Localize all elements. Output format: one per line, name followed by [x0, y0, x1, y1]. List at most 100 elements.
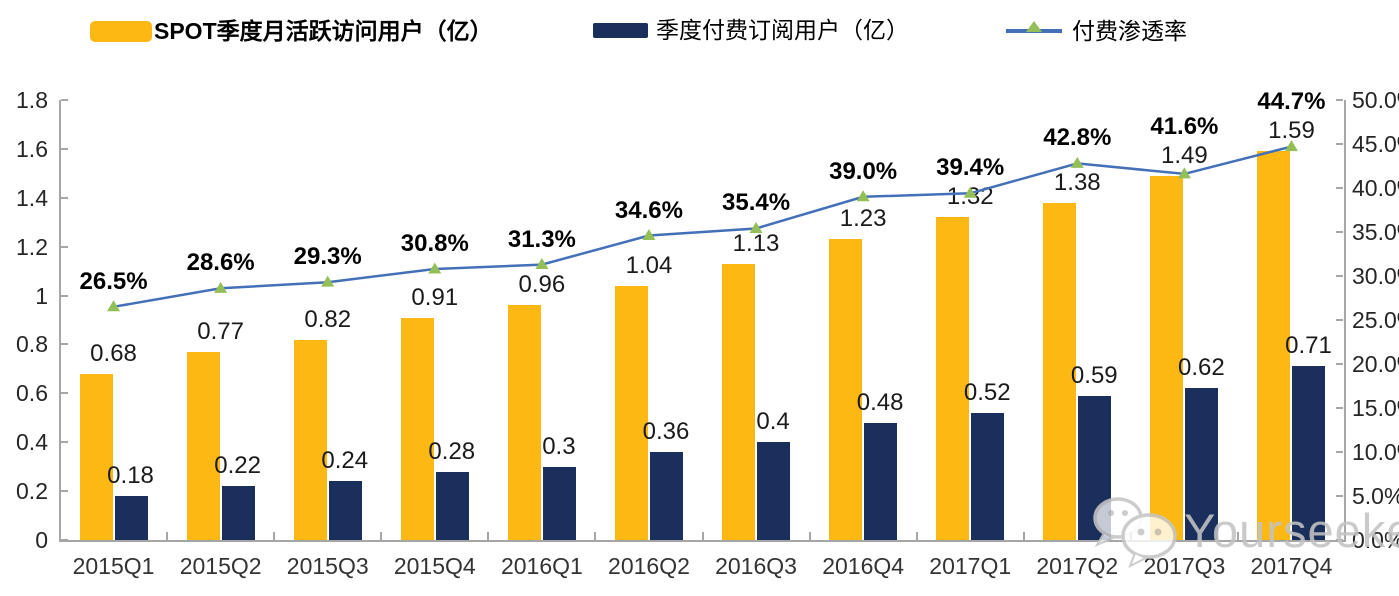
legend-item-subscribers: 季度付费订阅用户（亿） [593, 17, 909, 43]
x-tick-label: 2015Q3 [286, 553, 369, 579]
sub-value-label: 0.36 [642, 418, 690, 445]
x-axis-tick [1344, 532, 1346, 540]
pct-value-label: 28.6% [186, 249, 255, 277]
pct-value-label: 35.4% [722, 189, 791, 217]
mau-bar [186, 351, 220, 540]
x-axis [59, 540, 1346, 542]
left-axis-tick-label: 0.2 [16, 478, 48, 505]
x-tick-label: 2016Q2 [608, 553, 690, 579]
sub-value-label: 0.62 [1178, 354, 1225, 382]
right-axis-tick [1336, 319, 1343, 321]
left-axis-tick [61, 490, 68, 493]
mau-legend-label: SPOT季度月活跃访问用户（亿） [154, 18, 493, 44]
x-axis-tick [273, 532, 276, 540]
sub-value-label: 0.59 [1070, 361, 1118, 389]
sub-bar [757, 442, 791, 540]
right-axis-tick-label: 35.0% [1352, 219, 1399, 245]
pct-value-label: 42.8% [1043, 124, 1112, 152]
x-tick-label: 2016Q3 [715, 553, 797, 579]
left-axis-tick [61, 441, 68, 444]
right-axis-tick [1336, 407, 1343, 409]
x-axis-tick [701, 532, 704, 540]
pct-value-label: 39.0% [829, 157, 898, 185]
right-axis-tick-label: 25.0% [1352, 307, 1399, 333]
watermark: Yourseeker [1088, 492, 1399, 568]
x-tick-label: 2015Q1 [72, 553, 155, 579]
sub-value-label: 0.71 [1285, 332, 1332, 360]
pct-value-label: 39.4% [936, 154, 1005, 182]
left-axis-tick-label: 0 [35, 527, 48, 553]
left-axis-tick-label: 1 [35, 282, 48, 309]
pct-value-label: 44.7% [1257, 88, 1326, 116]
mau-bar [614, 285, 648, 540]
right-axis-tick [1336, 187, 1343, 189]
x-axis-tick [166, 532, 169, 540]
right-axis-tick [1336, 539, 1343, 541]
sub-bar [114, 496, 148, 540]
left-axis-tick-label: 1.8 [16, 87, 48, 113]
pct-value-label: 29.3% [293, 243, 362, 271]
mau-value-label: 1.59 [1268, 117, 1315, 145]
mau-value-label: 1.32 [946, 183, 994, 211]
mau-value-label: 0.91 [411, 283, 459, 311]
x-axis-tick [59, 532, 61, 540]
triangle-marker-icon [1026, 21, 1042, 32]
legend-item-penetration: 付费渗透率 [1006, 18, 1187, 44]
right-axis-tick [1336, 99, 1343, 101]
subscribers-legend-label: 季度付费订阅用户（亿） [656, 17, 909, 43]
right-axis [1344, 100, 1346, 542]
left-axis-tick [61, 539, 68, 541]
sub-value-label: 0.24 [321, 447, 369, 475]
right-axis-tick-label: 50.0% [1352, 87, 1399, 113]
sub-value-label: 0.3 [542, 432, 576, 460]
x-tick-label: 2015Q2 [179, 553, 262, 579]
x-tick-label: 2016Q1 [500, 553, 583, 579]
sub-value-label: 0.22 [214, 452, 261, 480]
legend-item-mau: SPOT季度月活跃访问用户（亿） [90, 18, 493, 44]
right-axis-tick-label: 45.0% [1352, 131, 1399, 157]
pct-value-label: 34.6% [614, 196, 683, 224]
sub-bar [328, 481, 362, 540]
right-axis-tick [1336, 363, 1343, 365]
x-tick-label: 2017Q1 [929, 553, 1012, 579]
right-axis-tick [1336, 495, 1343, 497]
left-axis-tick [61, 147, 68, 150]
right-axis-tick-label: 10.0% [1352, 439, 1399, 465]
right-axis-tick-label: 5.0% [1352, 483, 1399, 509]
x-tick-label: 2017Q2 [1036, 553, 1119, 579]
mau-bar [507, 305, 541, 540]
sub-bar [864, 422, 898, 540]
left-axis-tick [61, 245, 68, 248]
left-axis-tick [61, 294, 68, 297]
left-axis-tick-label: 0.8 [16, 331, 48, 358]
x-axis-tick [487, 532, 490, 540]
sub-bar [971, 412, 1005, 540]
x-axis-tick [915, 532, 918, 540]
pct-value-label: 41.6% [1150, 112, 1219, 140]
right-axis-tick-label: 20.0% [1352, 351, 1399, 377]
right-axis-tick-label: 30.0% [1352, 263, 1399, 289]
x-tick-label: 2015Q4 [393, 553, 476, 579]
sub-value-label: 0.48 [856, 388, 904, 416]
sub-bar [1292, 366, 1326, 540]
subscribers-legend-swatch [593, 22, 648, 38]
mau-value-label: 1.23 [839, 205, 887, 233]
left-axis [59, 100, 61, 542]
sub-bar [221, 486, 255, 540]
mau-legend-swatch [90, 20, 152, 42]
left-axis-tick [61, 343, 68, 346]
mau-value-label: 0.96 [518, 271, 566, 299]
penetration-legend-marker [1006, 21, 1062, 33]
left-axis-tick-label: 0.4 [16, 429, 48, 456]
left-axis-tick [61, 392, 68, 395]
pct-value-label: 31.3% [507, 225, 576, 253]
mau-bar [293, 339, 327, 540]
right-axis-tick-label: 40.0% [1352, 175, 1399, 201]
left-axis-tick-label: 1.6 [16, 135, 48, 162]
x-axis-tick [1236, 532, 1239, 540]
sub-value-label: 0.18 [107, 462, 154, 489]
mau-bar [722, 263, 756, 540]
mau-bar [79, 373, 113, 540]
left-axis-tick-label: 1.4 [16, 184, 48, 211]
